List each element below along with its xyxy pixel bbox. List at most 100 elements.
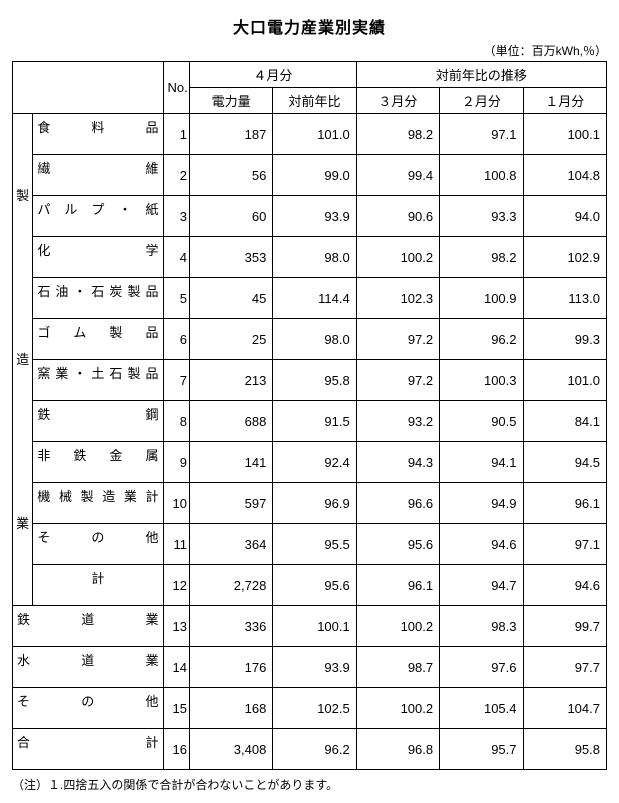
hdr-no: No. bbox=[163, 62, 189, 114]
data-cell: 213 bbox=[189, 360, 272, 401]
data-cell: 93.9 bbox=[273, 647, 356, 688]
data-cell: 99.0 bbox=[273, 155, 356, 196]
data-cell: 100.1 bbox=[523, 114, 606, 155]
data-cell: 176 bbox=[189, 647, 272, 688]
table-row: ゴ ム 製 品62598.097.296.299.3 bbox=[13, 319, 607, 360]
row-number: 16 bbox=[163, 729, 189, 770]
table-row: 繊 維25699.099.4100.8104.8 bbox=[13, 155, 607, 196]
data-cell: 95.8 bbox=[273, 360, 356, 401]
table-row: 計122,72895.696.194.794.6 bbox=[13, 565, 607, 606]
data-cell: 3,408 bbox=[189, 729, 272, 770]
hdr-m3: ３月分 bbox=[356, 88, 439, 114]
data-cell: 141 bbox=[189, 442, 272, 483]
table-row: 石油・石炭製品545114.4102.3100.9113.0 bbox=[13, 278, 607, 319]
data-cell: 98.3 bbox=[440, 606, 523, 647]
table-row: 鉄 道 業13336100.1100.298.399.7 bbox=[13, 606, 607, 647]
category-label: そ の 他 bbox=[13, 688, 164, 729]
data-cell: 336 bbox=[189, 606, 272, 647]
data-cell: 56 bbox=[189, 155, 272, 196]
table-row: 化 学435398.0100.298.2102.9 bbox=[13, 237, 607, 278]
data-cell: 97.6 bbox=[440, 647, 523, 688]
data-cell: 100.3 bbox=[440, 360, 523, 401]
hdr-group-trend: 対前年比の推移 bbox=[356, 62, 606, 88]
category-label: パ ル プ ・ 紙 bbox=[33, 196, 163, 237]
data-cell: 99.3 bbox=[523, 319, 606, 360]
hdr-group-april: ４月分 bbox=[189, 62, 356, 88]
table-row: そ の 他1136495.595.694.697.1 bbox=[13, 524, 607, 565]
row-number: 9 bbox=[163, 442, 189, 483]
data-cell: 95.5 bbox=[273, 524, 356, 565]
data-cell: 102.9 bbox=[523, 237, 606, 278]
data-cell: 90.6 bbox=[356, 196, 439, 237]
category-label: 計 bbox=[33, 565, 163, 606]
page-title: 大口電力産業別実績 bbox=[12, 14, 607, 38]
category-label: 鉄 鋼 bbox=[33, 401, 163, 442]
table-row: そ の 他15168102.5100.2105.4104.7 bbox=[13, 688, 607, 729]
category-label: 合 計 bbox=[13, 729, 164, 770]
category-label: 水 道 業 bbox=[13, 647, 164, 688]
data-cell: 96.6 bbox=[356, 483, 439, 524]
data-cell: 45 bbox=[189, 278, 272, 319]
data-cell: 94.6 bbox=[440, 524, 523, 565]
data-cell: 97.2 bbox=[356, 360, 439, 401]
data-cell: 104.7 bbox=[523, 688, 606, 729]
vertical-category-manufacturing: 製造業 bbox=[13, 114, 33, 606]
data-cell: 114.4 bbox=[273, 278, 356, 319]
row-number: 12 bbox=[163, 565, 189, 606]
row-number: 15 bbox=[163, 688, 189, 729]
category-label: そ の 他 bbox=[33, 524, 163, 565]
data-cell: 96.2 bbox=[440, 319, 523, 360]
category-label: 鉄 道 業 bbox=[13, 606, 164, 647]
data-cell: 100.8 bbox=[440, 155, 523, 196]
table-row: 合 計163,40896.296.895.795.8 bbox=[13, 729, 607, 770]
data-cell: 100.2 bbox=[356, 688, 439, 729]
data-cell: 102.3 bbox=[356, 278, 439, 319]
data-cell: 100.2 bbox=[356, 237, 439, 278]
data-cell: 93.2 bbox=[356, 401, 439, 442]
data-cell: 101.0 bbox=[523, 360, 606, 401]
row-number: 14 bbox=[163, 647, 189, 688]
row-number: 11 bbox=[163, 524, 189, 565]
category-label: 繊 維 bbox=[33, 155, 163, 196]
category-label: 窯業・土石製品 bbox=[33, 360, 163, 401]
category-label: ゴ ム 製 品 bbox=[33, 319, 163, 360]
data-cell: 97.2 bbox=[356, 319, 439, 360]
category-label: 機 械 製 造 業 計 bbox=[33, 483, 163, 524]
table-row: パ ル プ ・ 紙36093.990.693.394.0 bbox=[13, 196, 607, 237]
table-row: 非 鉄 金 属914192.494.394.194.5 bbox=[13, 442, 607, 483]
table-row: 鉄 鋼868891.593.290.584.1 bbox=[13, 401, 607, 442]
data-cell: 93.3 bbox=[440, 196, 523, 237]
data-cell: 99.7 bbox=[523, 606, 606, 647]
data-cell: 96.8 bbox=[356, 729, 439, 770]
data-cell: 100.1 bbox=[273, 606, 356, 647]
data-cell: 93.9 bbox=[273, 196, 356, 237]
data-cell: 187 bbox=[189, 114, 272, 155]
row-number: 3 bbox=[163, 196, 189, 237]
data-table: No. ４月分 対前年比の推移 電力量 対前年比 ３月分 ２月分 １月分 製造業… bbox=[12, 61, 607, 770]
data-cell: 94.1 bbox=[440, 442, 523, 483]
table-row: 水 道 業1417693.998.797.697.7 bbox=[13, 647, 607, 688]
data-cell: 101.0 bbox=[273, 114, 356, 155]
data-cell: 91.5 bbox=[273, 401, 356, 442]
data-cell: 96.1 bbox=[523, 483, 606, 524]
data-cell: 94.6 bbox=[523, 565, 606, 606]
data-cell: 94.5 bbox=[523, 442, 606, 483]
row-number: 5 bbox=[163, 278, 189, 319]
data-cell: 688 bbox=[189, 401, 272, 442]
data-cell: 364 bbox=[189, 524, 272, 565]
row-number: 1 bbox=[163, 114, 189, 155]
hdr-vs: 対前年比 bbox=[273, 88, 356, 114]
hdr-m1: １月分 bbox=[523, 88, 606, 114]
data-cell: 353 bbox=[189, 237, 272, 278]
footnote: （注）１.四捨五入の関係で合計が合わないことがあります。 bbox=[12, 776, 607, 793]
hdr-blank bbox=[13, 62, 164, 114]
data-cell: 100.2 bbox=[356, 606, 439, 647]
data-cell: 92.4 bbox=[273, 442, 356, 483]
data-cell: 60 bbox=[189, 196, 272, 237]
data-cell: 98.0 bbox=[273, 319, 356, 360]
data-cell: 95.7 bbox=[440, 729, 523, 770]
data-cell: 97.7 bbox=[523, 647, 606, 688]
data-cell: 97.1 bbox=[440, 114, 523, 155]
category-label: 非 鉄 金 属 bbox=[33, 442, 163, 483]
data-cell: 99.4 bbox=[356, 155, 439, 196]
